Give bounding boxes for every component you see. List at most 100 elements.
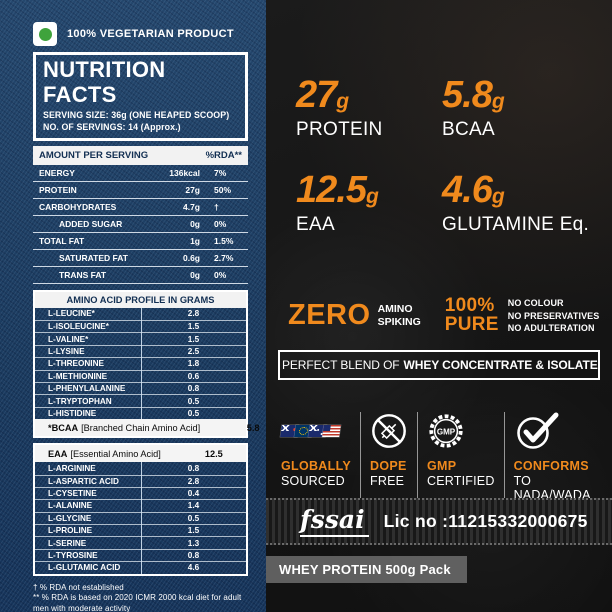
glutamine-label: GLUTAMINE Eq. bbox=[442, 214, 590, 235]
eaa-highlight-label: EAA bbox=[296, 214, 335, 235]
protein-label: PROTEIN bbox=[296, 119, 383, 140]
flags-icon bbox=[280, 412, 351, 450]
banner-bold-text: WHEY CONCENTRATE & ISOLATE bbox=[403, 358, 598, 372]
nutrition-table-body: ENERGY 136kcal 7% PROTEIN 27g 50% CARBOHYDRATE… bbox=[33, 165, 248, 284]
amino-acid-row: L-PROLINE 1.5 bbox=[35, 524, 246, 536]
amino-table-body: L-LEUCINE* 2.8 L-ISOLEUCINE* 1.5 L-VALINE* 1.… bbox=[35, 307, 246, 420]
highlights-panel: 27g PROTEIN 5.8g BCAA 12.5g EAA 4.6g GLU… bbox=[266, 0, 612, 612]
pure-claims-list: NO COLOUR NO PRESERVATIVES NO ADULTERATION bbox=[508, 297, 600, 335]
badge-line2: FREE bbox=[370, 474, 405, 488]
eaa-highlight-unit: g bbox=[365, 185, 379, 208]
amino-acid-row: L-ASPARTIC ACID 2.8 bbox=[35, 474, 246, 487]
eaa-table-body: L-ARGININE 0.8 L-ASPARTIC ACID 2.8 L-CYSETIN… bbox=[35, 462, 246, 574]
amino-acid-row: L-GLYCINE 0.5 bbox=[35, 511, 246, 524]
amino-acid-row: L-ISOLEUCINE* 1.5 bbox=[35, 319, 246, 332]
nutrition-row: TRANS FAT 0g 0% bbox=[33, 267, 248, 284]
amino-acid-row: L-ARGININE 0.8 bbox=[48, 463, 200, 473]
banner-normal-text: PERFECT BLEND OF bbox=[282, 358, 400, 372]
vegetarian-mark-icon bbox=[33, 22, 57, 46]
eaa-sublabel: [Essential Amino Acid] bbox=[70, 448, 161, 459]
protein-value: 27 bbox=[296, 74, 337, 116]
bcaa-sublabel: [Branched Chain Amino Acid] bbox=[81, 422, 201, 433]
bcaa-highlight-value: 5.8 bbox=[442, 74, 493, 116]
glutamine-highlight: 4.6g GLUTAMINE Eq. bbox=[442, 171, 589, 236]
nutrition-row: SATURATED FAT 0.6g 2.7% bbox=[33, 250, 248, 267]
globally-sourced-badge: GLOBALLY SOURCED bbox=[272, 412, 360, 502]
pure-claim-item: NO PRESERVATIVES bbox=[507, 310, 600, 321]
amino-acid-row: L-THREONINE 1.8 bbox=[35, 357, 246, 369]
servings-count: NO. OF SERVINGS: 14 (Approx.) bbox=[43, 121, 181, 132]
bcaa-total-row: *BCAA [Branched Chain Amino Acid] 5.8 bbox=[35, 419, 260, 437]
nutrition-table-header: AMOUNT PER SERVING %RDA** bbox=[33, 145, 248, 165]
column-amount-per-serving: AMOUNT PER SERVING bbox=[39, 149, 149, 161]
zero-claim-line1: AMINO bbox=[377, 303, 413, 316]
bcaa-highlight-unit: g bbox=[491, 90, 505, 113]
eaa-label: EAA bbox=[48, 448, 68, 459]
nada-wada-check-icon bbox=[514, 412, 603, 450]
pure-claim-item: NO COLOUR bbox=[507, 298, 564, 308]
amino-acid-row: L-LEUCINE* 2.8 bbox=[48, 309, 200, 319]
amino-acid-row: L-TYROSINE 0.8 bbox=[35, 548, 246, 561]
pure-claim-item: NO ADULTERATION bbox=[507, 323, 595, 334]
nutrition-row: PROTEIN 27g 50% bbox=[33, 182, 248, 199]
amino-acid-row: L-ALANINE 1.4 bbox=[35, 499, 246, 511]
protein-highlight: 27g PROTEIN bbox=[296, 76, 442, 141]
badge-line2: CERTIFIED bbox=[427, 474, 495, 488]
amino-acid-row: L-HISTIDINE 0.5 bbox=[35, 406, 246, 419]
badge-line2: SOURCED bbox=[281, 474, 345, 488]
badge-line1: DOPE bbox=[370, 459, 407, 473]
nada-wada-badge: CONFORMS TO NADA/WADA bbox=[503, 412, 612, 502]
bcaa-highlight-label: BCAA bbox=[442, 119, 495, 140]
dope-free-icon bbox=[370, 412, 408, 450]
nutrition-panel: 100% VEGETARIAN PRODUCT NUTRITION FACTS … bbox=[0, 0, 266, 612]
pack-size-label: WHEY PROTEIN 500g Pack bbox=[266, 556, 467, 583]
nutrition-row: ENERGY 136kcal 7% bbox=[33, 165, 248, 182]
nutrition-row: CARBOHYDRATES 4.7g † bbox=[33, 199, 248, 216]
dope-free-badge: DOPE FREE bbox=[360, 412, 417, 502]
zero-claim-line2: SPIKING bbox=[377, 315, 421, 328]
eaa-value: 12.5 bbox=[204, 448, 223, 459]
bcaa-label: *BCAA bbox=[48, 422, 79, 433]
amino-acid-row: L-TRYPTOPHAN 0.5 bbox=[35, 394, 246, 406]
svg-text:GMP: GMP bbox=[437, 427, 456, 436]
blend-banner: PERFECT BLEND OF WHEY CONCENTRATE & ISOLA… bbox=[278, 350, 600, 380]
footnote-dagger: † % RDA not established bbox=[33, 582, 124, 592]
glutamine-unit: g bbox=[491, 185, 505, 208]
eaa-total-row: EAA [Essential Amino Acid] 12.5 bbox=[35, 445, 246, 463]
badge-line1: CONFORMS bbox=[513, 459, 589, 473]
badge-line1: GMP bbox=[427, 459, 457, 473]
gmp-badge-icon: GMP bbox=[427, 412, 495, 450]
eaa-profile-box: EAA [Essential Amino Acid] 12.5 L-ARGININ… bbox=[33, 443, 248, 576]
footnote-rda-basis: ** % RDA is based on 2020 ICMR 2000 kcal… bbox=[33, 593, 242, 612]
nutrition-facts-title: NUTRITION FACTS bbox=[43, 57, 166, 108]
amino-acid-row: L-METHIONINE 0.6 bbox=[35, 369, 246, 382]
nutrition-table: AMOUNT PER SERVING %RDA** ENERGY 136kcal 7… bbox=[33, 145, 248, 284]
vegetarian-label: 100% VEGETARIAN PRODUCT bbox=[67, 28, 234, 40]
eaa-highlight-value: 12.5 bbox=[296, 169, 367, 211]
amino-acid-row: L-SERINE 1.3 bbox=[35, 536, 246, 548]
macro-highlights: 27g PROTEIN 5.8g BCAA 12.5g EAA 4.6g GLU… bbox=[296, 76, 589, 236]
nutrition-row: TOTAL FAT 1g 1.5% bbox=[33, 233, 248, 250]
gmp-certified-badge: GMP GMP CERTIFIED bbox=[417, 412, 504, 502]
amino-acid-row: L-GLUTAMIC ACID 4.6 bbox=[35, 561, 246, 573]
certification-badges: GLOBALLY SOURCED DOPE FRE bbox=[272, 412, 612, 502]
fssai-license-band: fssai Lic no :11215332000675 bbox=[266, 498, 612, 545]
fssai-license-number: Lic no :11215332000675 bbox=[383, 511, 588, 531]
zero-claim-big: ZERO bbox=[288, 299, 371, 332]
amino-acid-profile-box: AMINO ACID PROFILE IN GRAMS L-LEUCINE* 2.… bbox=[33, 289, 260, 439]
green-dot-icon bbox=[38, 27, 52, 41]
nutrition-row: ADDED SUGAR 0g 0% bbox=[33, 216, 248, 233]
amino-acid-row: L-PHENYLALANINE 0.8 bbox=[35, 381, 246, 394]
vegetarian-badge: 100% VEGETARIAN PRODUCT bbox=[33, 22, 248, 46]
fssai-logo: fssai bbox=[300, 507, 369, 537]
amino-acid-row: L-VALINE* 1.5 bbox=[35, 332, 246, 344]
pure-claim-big2: PURE bbox=[444, 313, 499, 335]
glutamine-value: 4.6 bbox=[442, 169, 493, 211]
badge-line1: GLOBALLY bbox=[281, 459, 351, 473]
amino-acid-row: L-CYSETINE 0.4 bbox=[35, 486, 246, 499]
protein-unit: g bbox=[336, 90, 350, 113]
pure-claim-big1: 100% bbox=[444, 295, 495, 317]
purity-claims: ZERO AMINO SPIKING 100% PURE NO COLOUR NO… bbox=[288, 295, 600, 335]
serving-size: SERVING SIZE: 36g (ONE HEAPED SCOOP) bbox=[43, 109, 230, 120]
